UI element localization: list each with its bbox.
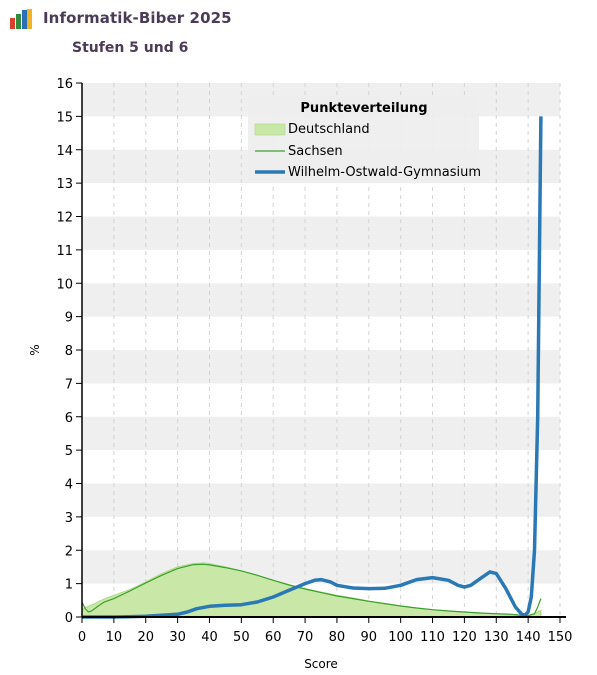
page-title: Informatik-Biber 2025 [43, 9, 232, 27]
series-line-gymnasium [82, 116, 543, 619]
grid-band [82, 350, 560, 384]
x-tick-label: 20 [137, 630, 154, 645]
y-tick-label: 3 [65, 511, 73, 526]
y-tick-label: 14 [56, 144, 73, 159]
y-tick-label: 13 [56, 177, 73, 192]
x-axis-label: Score [304, 657, 338, 671]
grid-band [82, 483, 560, 517]
x-tick-label: 130 [484, 630, 509, 645]
y-tick-label: 0 [65, 611, 73, 626]
y-tick-label: 4 [65, 478, 73, 493]
y-tick-label: 11 [56, 244, 73, 259]
x-tick-label: 100 [388, 630, 413, 645]
y-tick-label: 15 [56, 110, 73, 125]
legend-box [248, 96, 479, 183]
x-tick-label: 90 [361, 630, 378, 645]
x-tick-label: 10 [106, 630, 123, 645]
x-tick-label: 30 [169, 630, 186, 645]
x-tick-label: 150 [548, 630, 573, 645]
x-tick-label: 70 [297, 630, 314, 645]
bar-chart-logo-icon [10, 9, 32, 29]
y-tick-label: 8 [65, 344, 73, 359]
legend-label-gymnasium: Wilhelm-Ostwald-Gymnasium [288, 165, 481, 180]
grid-band [82, 416, 560, 451]
legend-title: Punkteverteilung [300, 101, 427, 116]
x-tick-label: 120 [452, 630, 477, 645]
y-tick-label: 9 [65, 311, 73, 326]
x-tick-label: 80 [329, 630, 346, 645]
x-tick-label: 0 [78, 630, 86, 645]
y-tick-label: 7 [65, 377, 73, 392]
y-tick-label: 1 [65, 578, 73, 593]
y-axis-label: % [28, 344, 42, 355]
legend-label-deutschland: Deutschland [288, 122, 370, 137]
y-tick-label: 12 [56, 211, 73, 226]
legend-label-sachsen: Sachsen [288, 144, 343, 159]
y-tick-label: 2 [65, 544, 73, 559]
x-tick-label: 60 [265, 630, 282, 645]
x-tick-label: 40 [201, 630, 218, 645]
x-tick-label: 50 [233, 630, 250, 645]
grid-band [82, 283, 560, 317]
grid-band [82, 216, 560, 250]
x-tick-label: 140 [516, 630, 541, 645]
y-tick-label: 10 [56, 277, 73, 292]
y-tick-label: 16 [56, 77, 73, 92]
page-subtitle: Stufen 5 und 6 [72, 40, 189, 56]
y-tick-label: 6 [65, 411, 73, 426]
legend-swatch-deutschland [254, 123, 286, 136]
x-tick-label: 110 [420, 630, 445, 645]
y-tick-label: 5 [65, 444, 73, 459]
header: Informatik-Biber 2025 Stufen 5 und 6 [0, 0, 597, 70]
